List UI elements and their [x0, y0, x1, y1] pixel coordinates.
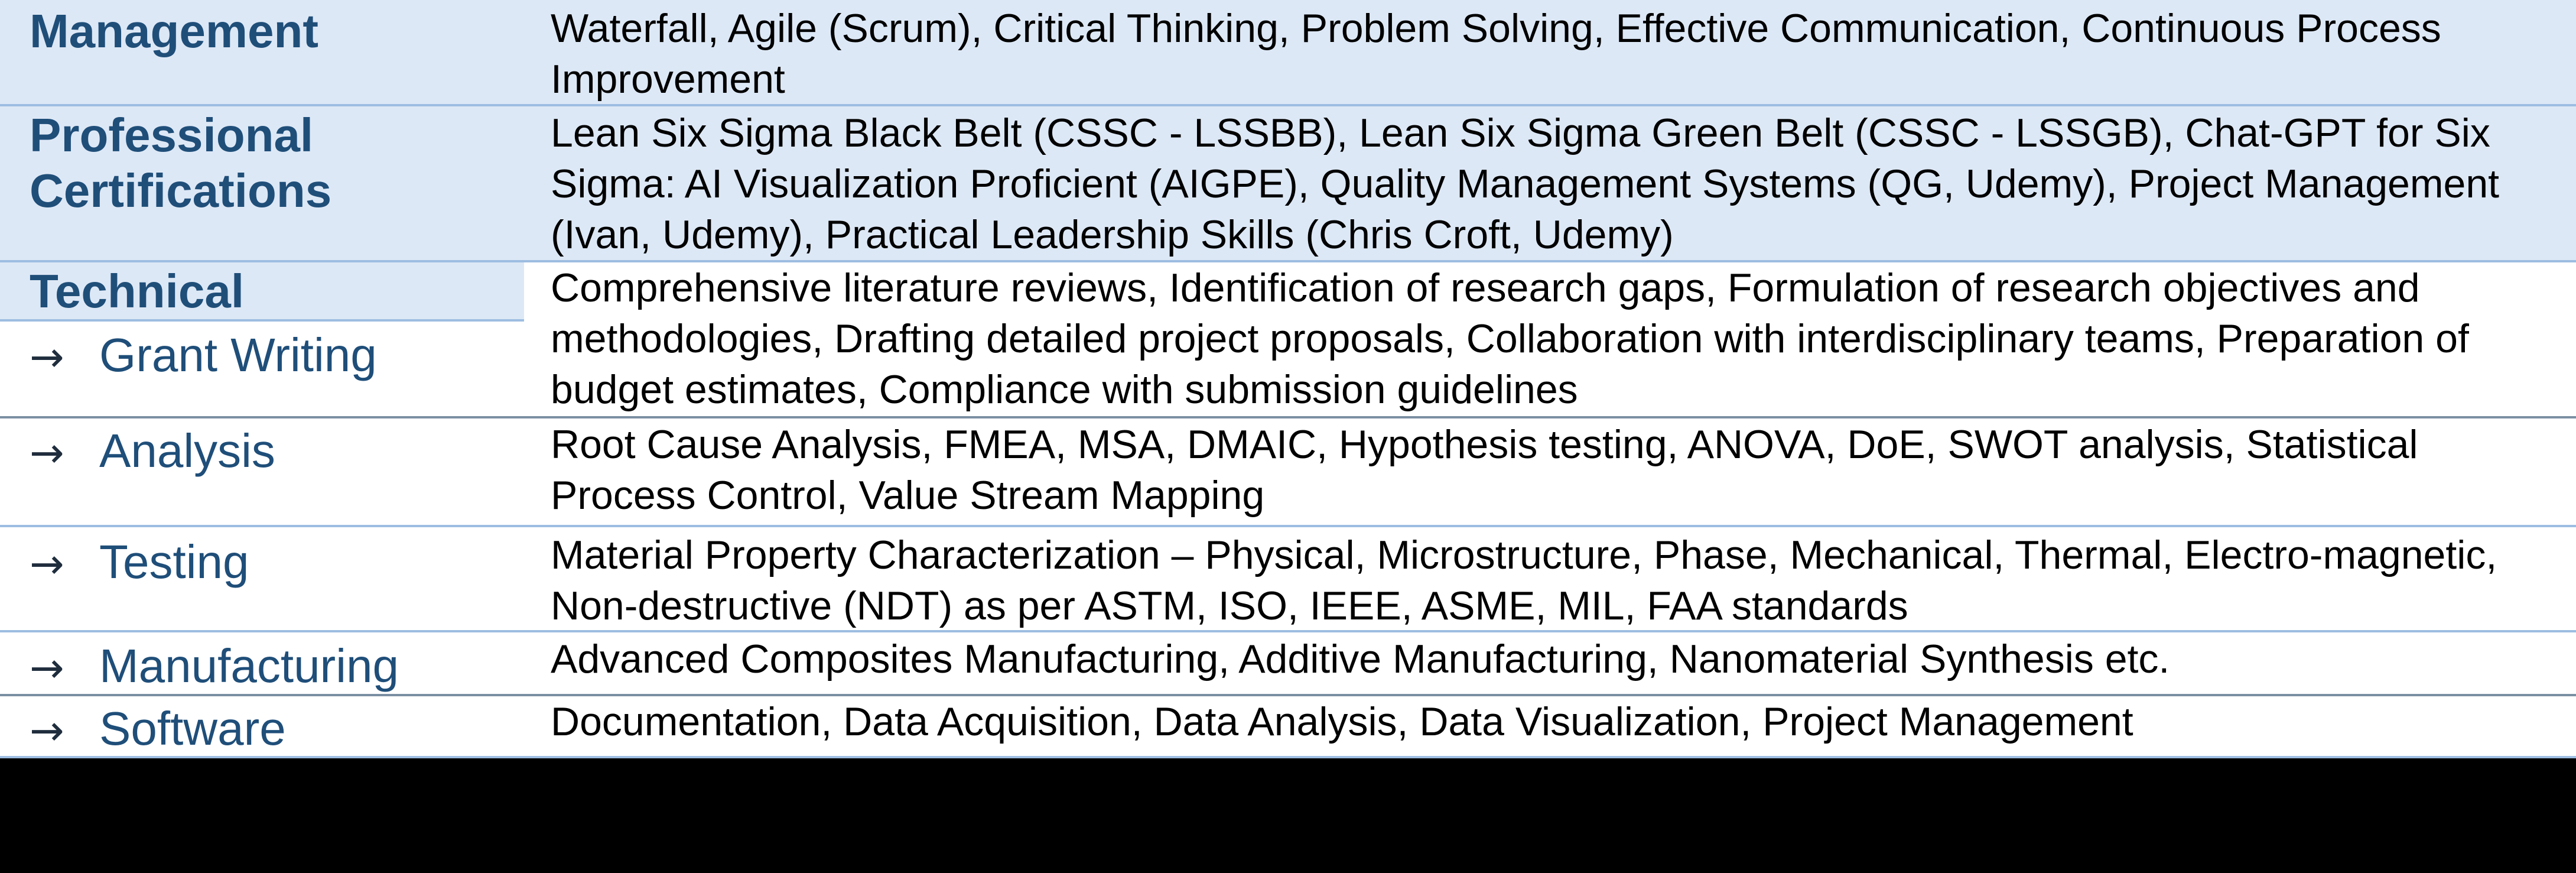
management-text: Waterfall, Agile (Scrum), Critical Think…: [551, 6, 2441, 102]
sub-category-grant-writing: → Grant Writing: [30, 327, 377, 385]
skills-table: Management Waterfall, Agile (Scrum), Cri…: [0, 0, 2576, 758]
arrow-right-icon: →: [30, 540, 64, 588]
table-bottom-border: [0, 756, 2576, 758]
certifications-row: [0, 106, 2576, 261]
sub-category-analysis: → Analysis: [30, 423, 275, 481]
technical-header-divider: [0, 319, 524, 322]
row-divider: [0, 260, 2576, 262]
sub-category-software: → Software: [30, 701, 286, 758]
certifications-label-line1: Professional: [30, 109, 314, 161]
analysis-label: Analysis: [99, 424, 275, 477]
arrow-right-icon: →: [30, 333, 64, 381]
arrow-right-icon: →: [30, 429, 64, 477]
row-divider: [0, 694, 2576, 696]
software-text: Documentation, Data Acquisition, Data An…: [551, 699, 2133, 744]
manufacturing-text: Advanced Composites Manufacturing, Addit…: [551, 637, 2170, 681]
technical-label: Technical: [30, 265, 245, 317]
certifications-label-line2: Certifications: [30, 164, 332, 217]
row-divider: [0, 104, 2576, 106]
testing-text: Material Property Characterization – Phy…: [551, 533, 2497, 628]
analysis-text: Root Cause Analysis, FMEA, MSA, DMAIC, H…: [551, 422, 2418, 518]
arrow-right-icon: →: [30, 706, 64, 755]
row-divider: [0, 525, 2576, 527]
manufacturing-label: Manufacturing: [99, 640, 399, 692]
row-divider: [0, 416, 2576, 418]
management-row: [0, 0, 2576, 105]
arrow-right-icon: →: [30, 644, 64, 692]
sub-category-testing: → Testing: [30, 534, 249, 592]
testing-label: Testing: [99, 536, 249, 588]
certifications-text: Lean Six Sigma Black Belt (CSSC - LSSBB)…: [551, 111, 2500, 257]
row-divider: [0, 630, 2576, 632]
technical-header-cell: [0, 262, 524, 320]
software-label: Software: [99, 702, 286, 755]
management-label: Management: [30, 5, 318, 57]
grant-writing-text: Comprehensive literature reviews, Identi…: [551, 265, 2469, 412]
sub-category-manufacturing: → Manufacturing: [30, 638, 399, 696]
grant-writing-label: Grant Writing: [99, 329, 377, 381]
